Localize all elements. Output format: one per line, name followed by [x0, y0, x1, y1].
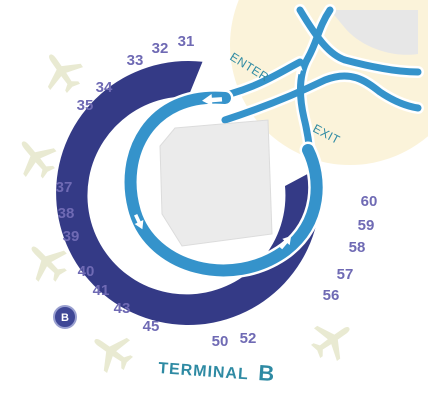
gate-45: 45: [143, 318, 160, 335]
gate-38: 38: [58, 205, 75, 222]
direction-arrow-icon: [134, 214, 144, 230]
direction-arrow-icon: [279, 235, 292, 250]
gate-32: 32: [152, 40, 169, 57]
gate-numbers: 31 32 33 34 35 37 38 39 40 41 43 45 50 5…: [56, 33, 378, 350]
terminal-label-prefix: TERMINAL: [158, 360, 250, 383]
badge-letter: B: [61, 312, 69, 324]
gate-40: 40: [78, 263, 95, 280]
airplane-icon: [33, 43, 90, 100]
gate-35: 35: [77, 97, 94, 114]
svg-text:TERMINAL B: TERMINAL B: [158, 353, 275, 386]
terminal-badge: B: [53, 305, 77, 329]
gate-37: 37: [56, 179, 73, 196]
central-apron: [159, 119, 273, 247]
loop-road: [124, 91, 323, 277]
gate-41: 41: [93, 282, 110, 299]
gate-31: 31: [178, 33, 195, 50]
gate-39: 39: [63, 228, 80, 245]
gate-52: 52: [240, 330, 257, 347]
gate-33: 33: [127, 52, 144, 69]
gate-50: 50: [212, 333, 229, 350]
terminal-label: TERMINAL B: [158, 353, 275, 386]
gate-43: 43: [114, 300, 131, 317]
airplane-icon: [7, 129, 65, 187]
gate-58: 58: [349, 239, 366, 256]
gate-57: 57: [337, 266, 354, 283]
gate-34: 34: [96, 79, 113, 96]
airplane-icon: [304, 311, 361, 368]
terminal-label-letter: B: [258, 360, 276, 386]
gate-59: 59: [358, 217, 375, 234]
direction-arrows: [134, 65, 303, 250]
airplane-icon: [83, 323, 140, 380]
direction-arrow-icon: [297, 65, 303, 75]
gate-56: 56: [323, 287, 340, 304]
gray-area: [330, 10, 418, 55]
gate-60: 60: [361, 193, 378, 210]
direction-arrow-icon: [202, 94, 223, 106]
